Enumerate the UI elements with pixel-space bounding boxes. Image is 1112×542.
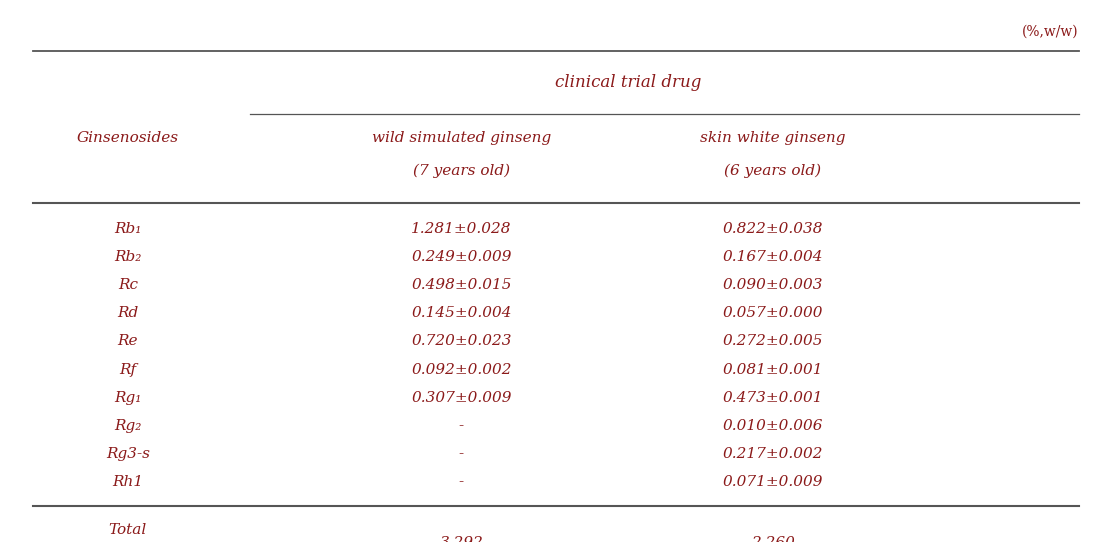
Text: Rf: Rf [119, 363, 137, 377]
Text: 1.281±0.028: 1.281±0.028 [411, 222, 512, 236]
Text: Rg₁: Rg₁ [115, 391, 141, 405]
Text: (7 years old): (7 years old) [413, 164, 510, 178]
Text: 0.090±0.003: 0.090±0.003 [723, 278, 823, 292]
Text: 3.292: 3.292 [439, 536, 484, 542]
Text: 0.081±0.001: 0.081±0.001 [723, 363, 823, 377]
Text: 0.010±0.006: 0.010±0.006 [723, 419, 823, 433]
Text: 0.057±0.000: 0.057±0.000 [723, 306, 823, 320]
Text: 0.071±0.009: 0.071±0.009 [723, 475, 823, 489]
Text: 0.217±0.002: 0.217±0.002 [723, 447, 823, 461]
Text: 0.498±0.015: 0.498±0.015 [411, 278, 512, 292]
Text: wild simulated ginseng: wild simulated ginseng [371, 131, 552, 145]
Text: 0.145±0.004: 0.145±0.004 [411, 306, 512, 320]
Text: skin white ginseng: skin white ginseng [701, 131, 845, 145]
Text: 0.092±0.002: 0.092±0.002 [411, 363, 512, 377]
Text: Rg3-s: Rg3-s [106, 447, 150, 461]
Text: (6 years old): (6 years old) [724, 164, 822, 178]
Text: 2.260: 2.260 [751, 536, 795, 542]
Text: -: - [459, 447, 464, 461]
Text: Rb₁: Rb₁ [115, 222, 141, 236]
Text: 0.822±0.038: 0.822±0.038 [723, 222, 823, 236]
Text: Re: Re [118, 334, 138, 349]
Text: Rg₂: Rg₂ [115, 419, 141, 433]
Text: (%,w/w): (%,w/w) [1022, 24, 1079, 38]
Text: 0.307±0.009: 0.307±0.009 [411, 391, 512, 405]
Text: Total: Total [109, 522, 147, 537]
Text: 0.473±0.001: 0.473±0.001 [723, 391, 823, 405]
Text: Rh1: Rh1 [112, 475, 143, 489]
Text: 0.249±0.009: 0.249±0.009 [411, 250, 512, 264]
Text: Ginsenosides: Ginsenosides [77, 131, 179, 145]
Text: Rc: Rc [118, 278, 138, 292]
Text: 0.272±0.005: 0.272±0.005 [723, 334, 823, 349]
Text: Rd: Rd [117, 306, 139, 320]
Text: 0.167±0.004: 0.167±0.004 [723, 250, 823, 264]
Text: clinical trial drug: clinical trial drug [555, 74, 702, 91]
Text: 0.720±0.023: 0.720±0.023 [411, 334, 512, 349]
Text: -: - [459, 419, 464, 433]
Text: -: - [459, 475, 464, 489]
Text: Rb₂: Rb₂ [115, 250, 141, 264]
